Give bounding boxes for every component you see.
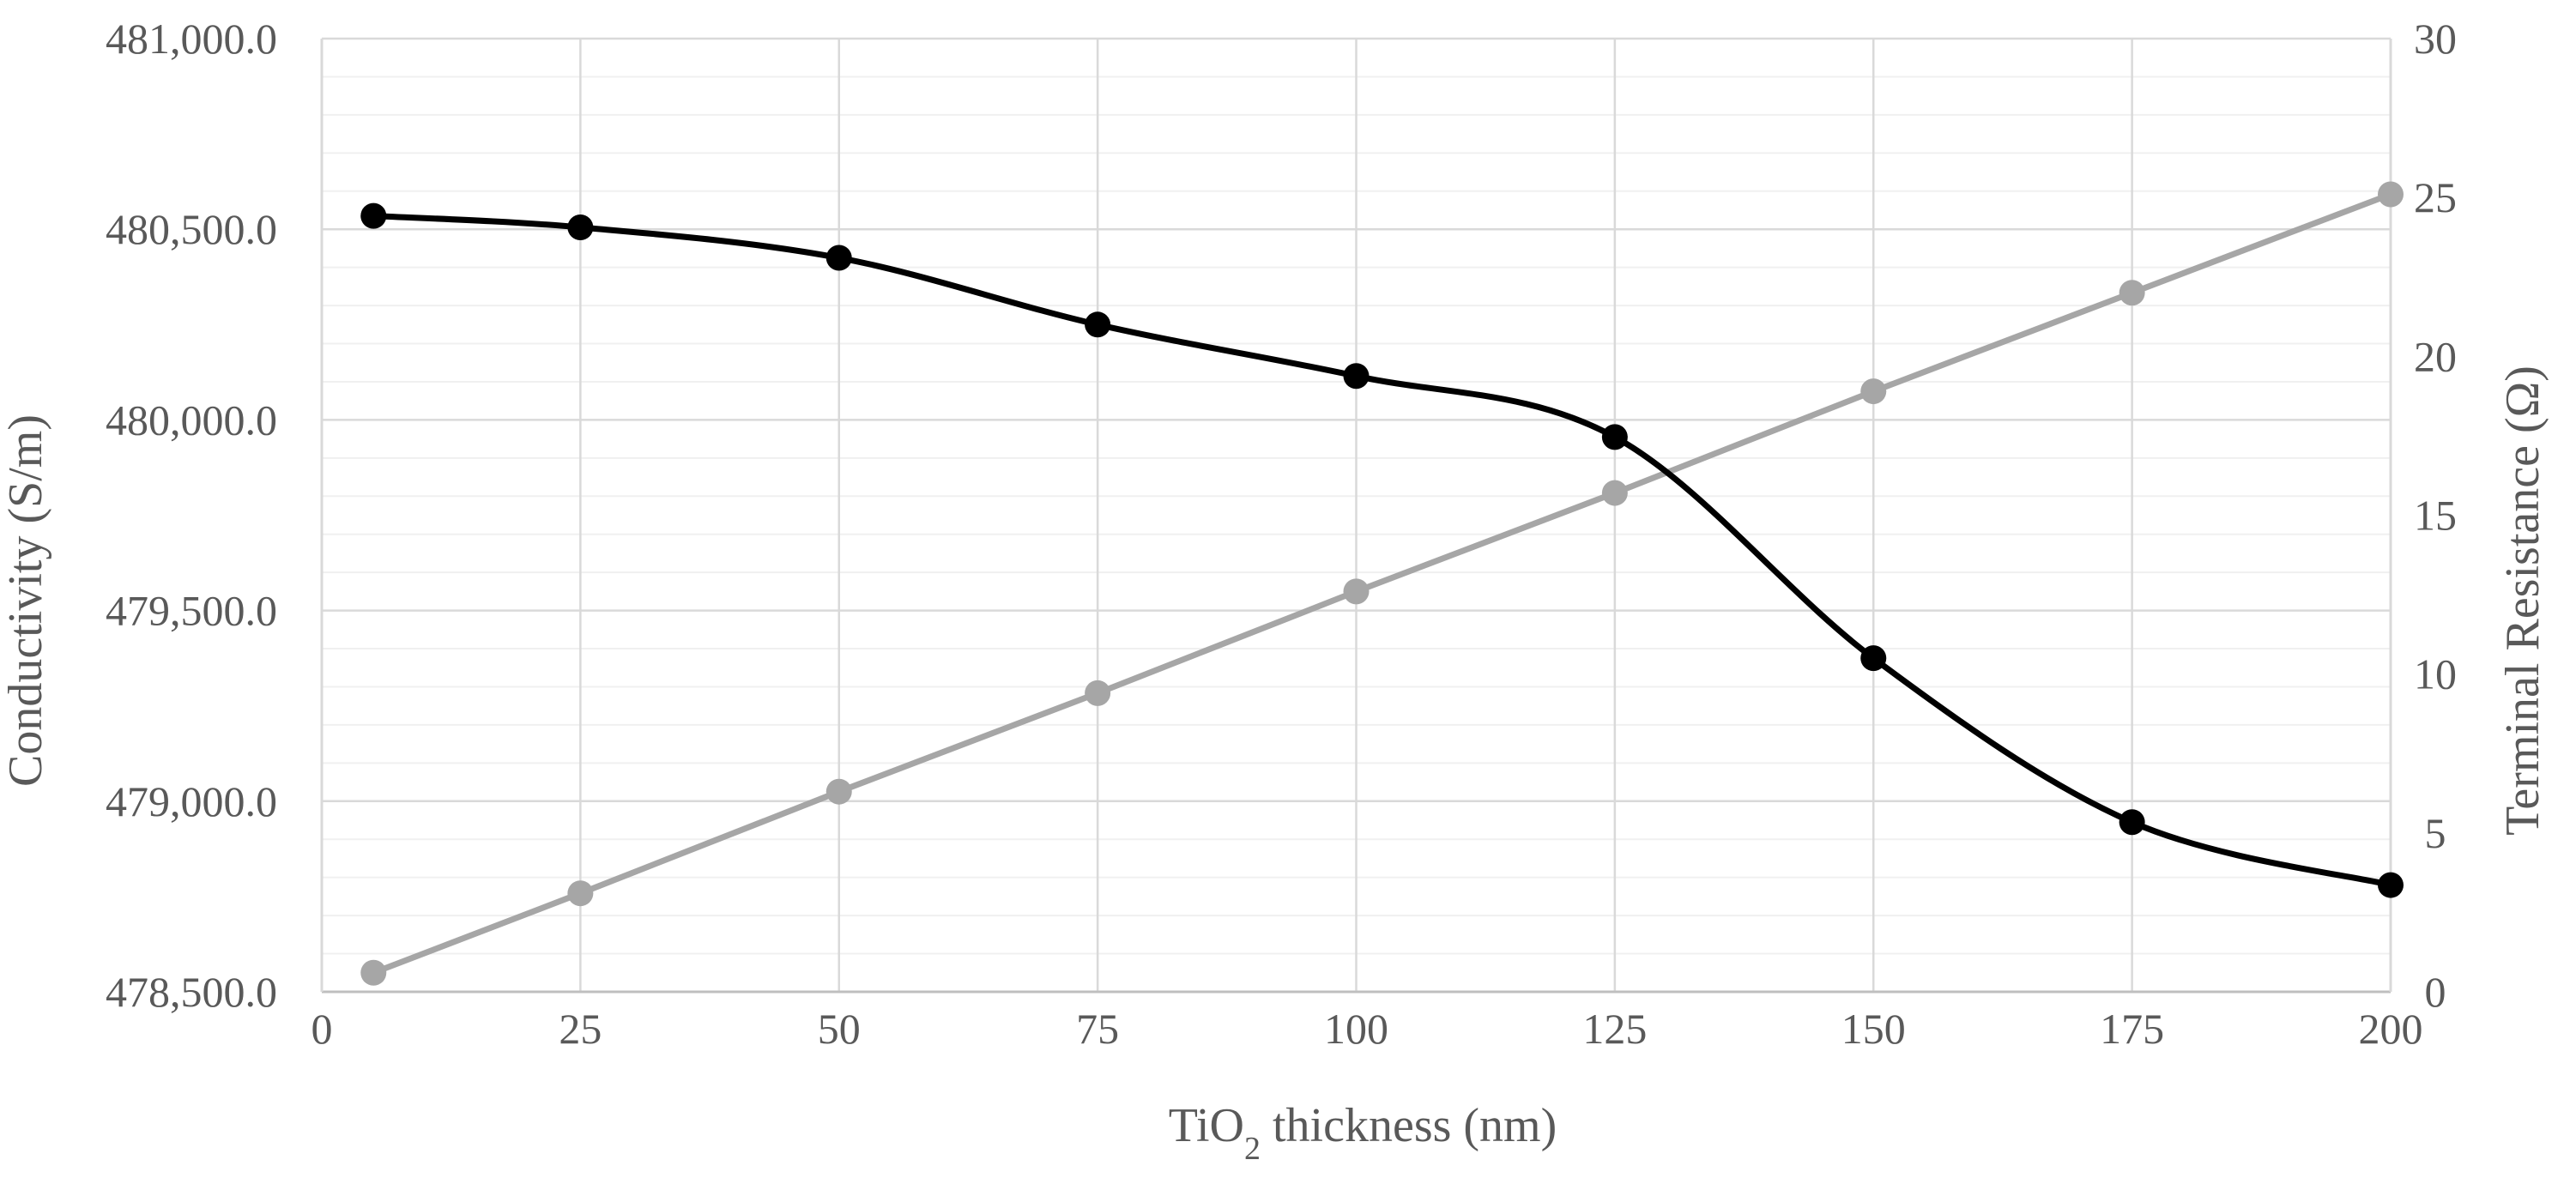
y2-tick-label: 20 — [2414, 332, 2457, 380]
x-tick-label: 200 — [2359, 1005, 2423, 1053]
conductivity-series-line — [373, 213, 2392, 888]
y-tick-label: 481,000.0 — [106, 15, 277, 63]
resistance-point — [2378, 181, 2404, 208]
y-tick-label: 479,500.0 — [106, 587, 277, 635]
conductivity-point — [825, 245, 852, 271]
conductivity-point — [1343, 363, 1370, 390]
grid — [320, 37, 2392, 994]
conductivity-point — [1860, 645, 1887, 672]
x-axis-title: TiO2 thickness (nm) — [1169, 1099, 1557, 1167]
conductivity-point — [2119, 809, 2145, 836]
y-tick-label: 480,000.0 — [106, 396, 277, 444]
conductivity-point — [360, 202, 387, 229]
x-tick-label: 175 — [2100, 1005, 2164, 1053]
y-tick-label: 479,000.0 — [106, 777, 277, 825]
resistance-point — [360, 959, 387, 986]
resistance-point — [1085, 680, 1111, 706]
x-axis-title-prefix: TiO — [1169, 1099, 1244, 1152]
x-tick-label: 50 — [818, 1005, 861, 1053]
y2-axis-title: Terminal Resistance (Ω) — [2496, 365, 2549, 836]
tick-labels: 0 25 50 75 100 125 150 175 200478,500.0479,000.0… — [106, 15, 2457, 1053]
conductivity-point — [1085, 311, 1111, 338]
conductivity-point — [1601, 424, 1628, 450]
x-tick-label: 0 — [311, 1005, 333, 1053]
x-tick-label: 150 — [1841, 1005, 1906, 1053]
y2-tick-label: 25 — [2414, 173, 2457, 221]
x-axis-title-sub: 2 — [1244, 1131, 1261, 1167]
resistance-point — [825, 778, 852, 805]
resistance-point — [2119, 280, 2145, 306]
x-tick-label: 100 — [1324, 1005, 1388, 1053]
y2-tick-label: 30 — [2414, 15, 2457, 63]
resistance-point — [1343, 578, 1370, 605]
conductivity-point — [2378, 872, 2404, 898]
series-layer — [360, 181, 2404, 986]
y2-tick-label: 15 — [2414, 492, 2457, 540]
resistance-point — [567, 880, 594, 907]
y-axis-title: Conductivity (S/m) — [0, 414, 52, 787]
x-tick-label: 25 — [559, 1005, 602, 1053]
y2-tick-label: 10 — [2414, 650, 2457, 698]
y2-tick-label: 0 — [2425, 968, 2446, 1016]
resistance-point — [1860, 378, 1887, 405]
y-tick-label: 478,500.0 — [106, 968, 277, 1016]
resistance-series-line — [372, 191, 2392, 976]
conductivity-point — [567, 214, 594, 240]
y2-tick-label: 5 — [2425, 809, 2446, 857]
x-tick-label: 75 — [1076, 1005, 1119, 1053]
resistance-point — [1601, 480, 1628, 506]
y-tick-label: 480,500.0 — [106, 205, 277, 253]
x-axis-title-suffix: thickness (nm) — [1261, 1099, 1557, 1152]
x-tick-label: 125 — [1582, 1005, 1647, 1053]
